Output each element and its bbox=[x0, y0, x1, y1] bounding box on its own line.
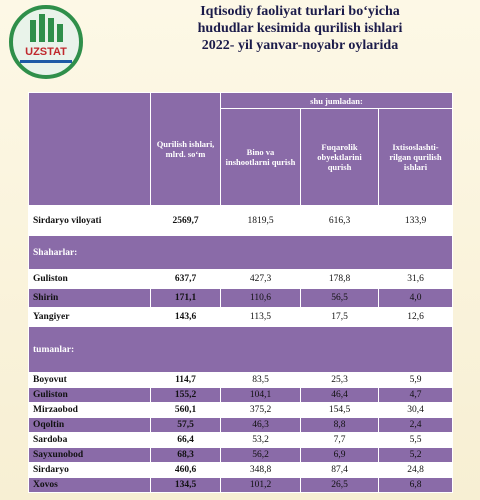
data-row: Mirzaobod 560,1 375,2 154,5 30,4 bbox=[28, 402, 453, 418]
data-row: Oqoltin 57,5 46,3 8,8 2,4 bbox=[28, 417, 453, 433]
header-row: Bino va inshootlarni qurish Fuqarolik ob… bbox=[29, 108, 453, 206]
header-cell: Qurilish ishlari, mlrd. so‘m bbox=[150, 92, 221, 206]
cell: 616,3 bbox=[300, 205, 379, 236]
row-label: Mirzaobod bbox=[28, 402, 151, 418]
cell: 2569,7 bbox=[150, 205, 221, 236]
cell: 12,6 bbox=[378, 307, 453, 327]
title-line: 2022- yil yanvar-noyabr oylarida bbox=[201, 38, 399, 53]
cell: 5,9 bbox=[378, 372, 453, 388]
row-label: Guliston bbox=[28, 269, 151, 289]
cell: 46,4 bbox=[300, 387, 379, 403]
cell: 66,4 bbox=[150, 432, 221, 448]
cell: 460,6 bbox=[150, 462, 221, 478]
cell: 2,4 bbox=[378, 417, 453, 433]
data-row: Sirdaryo 460,6 348,8 87,4 24,8 bbox=[28, 462, 453, 478]
data-row: Sirdaryo viloyati 2569,7 1819,5 616,3 133,9 bbox=[28, 205, 453, 236]
title-line: Iqtisodiy faoliyat turlari bo‘yicha bbox=[200, 4, 400, 19]
cell: 4,0 bbox=[378, 288, 453, 308]
logo: UZSTAT bbox=[9, 5, 83, 79]
cell: 5,2 bbox=[378, 447, 453, 463]
cell: 24,8 bbox=[378, 462, 453, 478]
header-cell: Ixtisoslashti-rilgan qurilish ishlari bbox=[378, 108, 453, 206]
title-line: hududlar kesimida qurilish ishlari bbox=[197, 21, 403, 36]
corner-cell bbox=[28, 92, 151, 206]
cell: 46,3 bbox=[220, 417, 301, 433]
cell: 171,1 bbox=[150, 288, 221, 308]
cell: 26,5 bbox=[300, 477, 379, 493]
cell: 56,2 bbox=[220, 447, 301, 463]
cell: 637,7 bbox=[150, 269, 221, 289]
cell: 31,6 bbox=[378, 269, 453, 289]
row-label: Sardoba bbox=[28, 432, 151, 448]
cell: 134,5 bbox=[150, 477, 221, 493]
data-row: Boyovut 114,7 83,5 25,3 5,9 bbox=[28, 372, 453, 388]
cell: 57,5 bbox=[150, 417, 221, 433]
header-cell: Fuqarolik obyektlarini qurish bbox=[300, 108, 379, 206]
section-row: Shaharlar: bbox=[28, 235, 453, 270]
cell: 53,2 bbox=[220, 432, 301, 448]
cell: 178,8 bbox=[300, 269, 379, 289]
cell: 7,7 bbox=[300, 432, 379, 448]
cell: 1819,5 bbox=[220, 205, 301, 236]
logo-text: UZSTAT bbox=[25, 46, 67, 58]
data-row: Sayxunobod 68,3 56,2 6,9 5,2 bbox=[28, 447, 453, 463]
row-label: Yangiyer bbox=[28, 307, 151, 327]
cell: 30,4 bbox=[378, 402, 453, 418]
table: Qurilish ishlari, mlrd. so‘m shu jumlada… bbox=[28, 92, 453, 493]
cell: 133,9 bbox=[378, 205, 453, 236]
cell: 113,5 bbox=[220, 307, 301, 327]
cell: 104,1 bbox=[220, 387, 301, 403]
row-label: Oqoltin bbox=[28, 417, 151, 433]
cell: 87,4 bbox=[300, 462, 379, 478]
data-row: Guliston 155,2 104,1 46,4 4,7 bbox=[28, 387, 453, 403]
cell: 155,2 bbox=[150, 387, 221, 403]
header-cell: Bino va inshootlarni qurish bbox=[220, 108, 301, 206]
group-header: shu jumladan: bbox=[220, 92, 453, 109]
cell: 348,8 bbox=[220, 462, 301, 478]
row-label: Sayxunobod bbox=[28, 447, 151, 463]
row-label: Xovos bbox=[28, 477, 151, 493]
row-label: Boyovut bbox=[28, 372, 151, 388]
cell: 114,7 bbox=[150, 372, 221, 388]
row-label: Guliston bbox=[28, 387, 151, 403]
title: Iqtisodiy faoliyat turlari bo‘yicha hudu… bbox=[150, 3, 450, 54]
section-row: tumanlar: bbox=[28, 326, 453, 373]
cell: 560,1 bbox=[150, 402, 221, 418]
data-row: Yangiyer 143,6 113,5 17,5 12,6 bbox=[28, 307, 453, 327]
cell: 4,7 bbox=[378, 387, 453, 403]
cell: 110,6 bbox=[220, 288, 301, 308]
row-label: Sirdaryo bbox=[28, 462, 151, 478]
cell: 427,3 bbox=[220, 269, 301, 289]
row-label: Sirdaryo viloyati bbox=[28, 205, 151, 236]
data-row: Shirin 171,1 110,6 56,5 4,0 bbox=[28, 288, 453, 308]
data-row: Guliston 637,7 427,3 178,8 31,6 bbox=[28, 269, 453, 289]
cell: 375,2 bbox=[220, 402, 301, 418]
cell: 154,5 bbox=[300, 402, 379, 418]
cell: 25,3 bbox=[300, 372, 379, 388]
data-row: Sardoba 66,4 53,2 7,7 5,5 bbox=[28, 432, 453, 448]
cell: 101,2 bbox=[220, 477, 301, 493]
cell: 143,6 bbox=[150, 307, 221, 327]
cell: 6,8 bbox=[378, 477, 453, 493]
row-label: Shirin bbox=[28, 288, 151, 308]
data-row: Xovos 134,5 101,2 26,5 6,8 bbox=[28, 477, 453, 493]
cell: 68,3 bbox=[150, 447, 221, 463]
cell: 6,9 bbox=[300, 447, 379, 463]
header-row: Qurilish ishlari, mlrd. so‘m shu jumlada… bbox=[28, 92, 453, 206]
cell: 17,5 bbox=[300, 307, 379, 327]
section-title: Shaharlar: bbox=[28, 235, 453, 270]
section-title: tumanlar: bbox=[28, 326, 453, 373]
cell: 83,5 bbox=[220, 372, 301, 388]
cell: 56,5 bbox=[300, 288, 379, 308]
cell: 5,5 bbox=[378, 432, 453, 448]
table-body: Qurilish ishlari, mlrd. so‘m shu jumlada… bbox=[28, 92, 453, 493]
cell: 8,8 bbox=[300, 417, 379, 433]
